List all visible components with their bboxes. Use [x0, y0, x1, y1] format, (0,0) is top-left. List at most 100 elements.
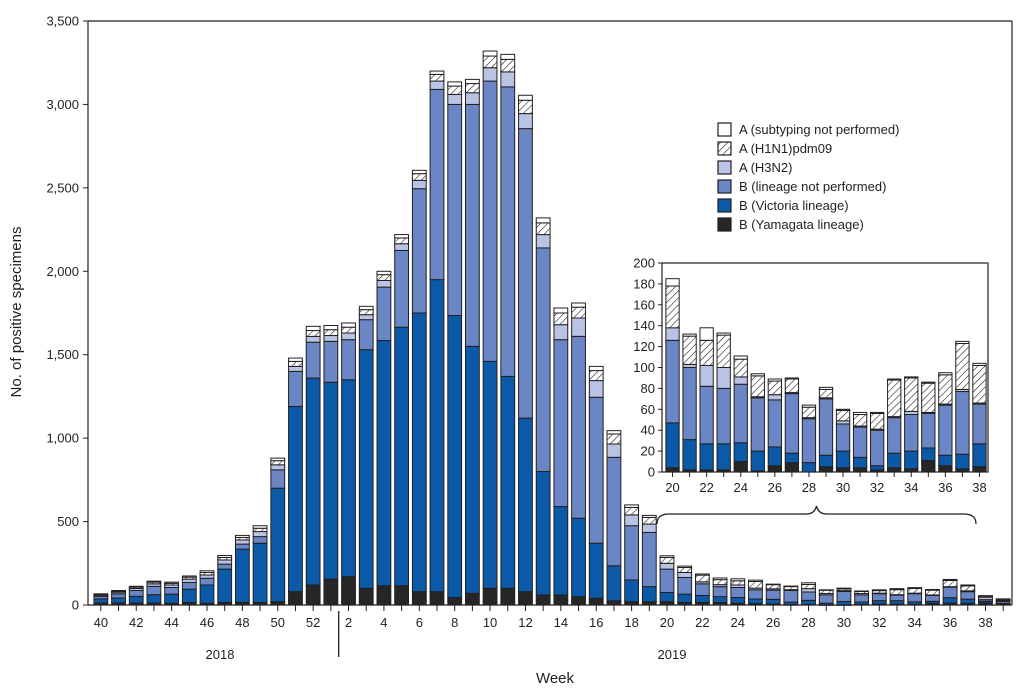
inset-bar-segment: [887, 379, 902, 418]
bar-segment: [464, 83, 480, 94]
bar-segment: [571, 596, 586, 606]
bar-segment: [765, 589, 781, 600]
bar-segment: [464, 78, 480, 85]
inset-x-tick-label: 24: [734, 480, 748, 495]
bar-segment: [429, 73, 445, 82]
inset-bar-segment: [733, 461, 748, 473]
bar-segment: [641, 586, 657, 603]
legend-label: A (subtyping not performed): [739, 122, 899, 137]
bar-segment: [553, 506, 569, 596]
inset-bar-segment: [733, 358, 748, 378]
bar-segment: [712, 596, 728, 603]
inset-x-tick-label: 34: [904, 480, 918, 495]
x-tick-label: 16: [589, 615, 603, 630]
x-tick-label: 6: [416, 615, 423, 630]
inset-brace: [656, 505, 977, 525]
inset-bar-segment: [835, 450, 851, 469]
bar-segment: [624, 504, 640, 508]
inset-bar-segment: [852, 411, 868, 416]
inset-bar-segment: [938, 454, 953, 467]
inset-bar-segment: [835, 467, 851, 473]
bar-segment: [394, 585, 410, 606]
bar-segment: [464, 103, 480, 347]
bar-segment: [464, 592, 480, 606]
inset-bar-segment: [733, 383, 748, 444]
bar-segment: [447, 103, 463, 317]
bar-segment: [234, 543, 250, 550]
inset-y-tick-label: 60: [641, 402, 655, 417]
x-tick-label: 14: [554, 615, 568, 630]
bar-segment: [730, 596, 746, 604]
bar-segment: [924, 594, 940, 602]
bar-segment: [323, 335, 339, 342]
bar-segment: [553, 324, 569, 341]
bar-segment: [677, 593, 693, 603]
inset-bar-segment: [818, 454, 834, 468]
inset-bar-segment: [682, 333, 697, 337]
bar-segment: [181, 581, 197, 590]
bar-segment: [942, 578, 958, 581]
inset-x-tick-label: 22: [699, 480, 713, 495]
bar-segment: [783, 585, 799, 588]
bar-segment: [358, 309, 374, 316]
inset-bar-segment: [921, 381, 936, 384]
inset-bar-segment: [767, 380, 782, 396]
bar-segment: [111, 597, 126, 604]
y-tick-label: 1,500: [46, 347, 79, 362]
bar-segment: [411, 312, 427, 593]
bar-segment: [765, 584, 781, 590]
inset-bar-segment: [784, 393, 800, 454]
bar-segment: [765, 598, 781, 605]
inset-bar-segment: [904, 376, 919, 379]
bar-segment: [394, 234, 410, 239]
bar-segment: [694, 573, 710, 576]
x-tick-label: 40: [94, 615, 108, 630]
bar-segment: [270, 460, 286, 466]
inset-bar-segment: [818, 466, 834, 473]
inset-bar-segment: [938, 404, 953, 456]
bar-segment: [801, 583, 816, 590]
bar-segment: [323, 325, 339, 331]
bar-segment: [199, 584, 215, 604]
inset-x-tick-label: 26: [768, 480, 782, 495]
x-tick-label: 36: [943, 615, 957, 630]
bar-segment: [305, 325, 321, 332]
inset-bar-segment: [665, 339, 680, 424]
inset-bar-segment: [801, 462, 817, 473]
bar-segment: [748, 589, 763, 600]
x-tick-label: 52: [306, 615, 320, 630]
inset-bar-segment: [716, 332, 731, 336]
x-tick-label: 18: [624, 615, 638, 630]
bar-segment: [482, 50, 498, 57]
bar-segment: [111, 589, 126, 592]
bar-segment: [783, 589, 799, 603]
legend-swatch: [717, 217, 732, 232]
y-tick-label: 500: [57, 514, 79, 529]
inset-bar-segment: [870, 429, 885, 467]
inset-x-tick-label: 32: [870, 480, 884, 495]
bar-segment: [270, 487, 286, 603]
bar-segment: [924, 588, 940, 591]
bar-segment: [606, 565, 622, 602]
year-label-2018: 2018: [206, 647, 235, 662]
bar-segment: [128, 585, 144, 588]
bar-segment: [765, 583, 781, 586]
bar-segment: [641, 514, 657, 518]
bar-segment: [411, 173, 427, 181]
bar-segment: [553, 339, 569, 508]
bar-segment: [659, 562, 675, 570]
bar-segment: [217, 563, 233, 570]
inset-bar-segment: [716, 387, 731, 445]
bar-segment: [411, 591, 427, 606]
legend-label: B (Yamagata lineage): [739, 217, 864, 232]
bar-segment: [358, 349, 374, 589]
inset-y-tick-label: 120: [633, 339, 655, 354]
inset-bar-segment: [887, 452, 902, 469]
inset-bar-segment: [716, 443, 731, 471]
bar-segment: [323, 578, 339, 606]
bar-segment: [270, 464, 286, 471]
bar-segment: [801, 599, 816, 605]
bar-segment: [518, 94, 533, 101]
bar-segment: [518, 417, 533, 593]
